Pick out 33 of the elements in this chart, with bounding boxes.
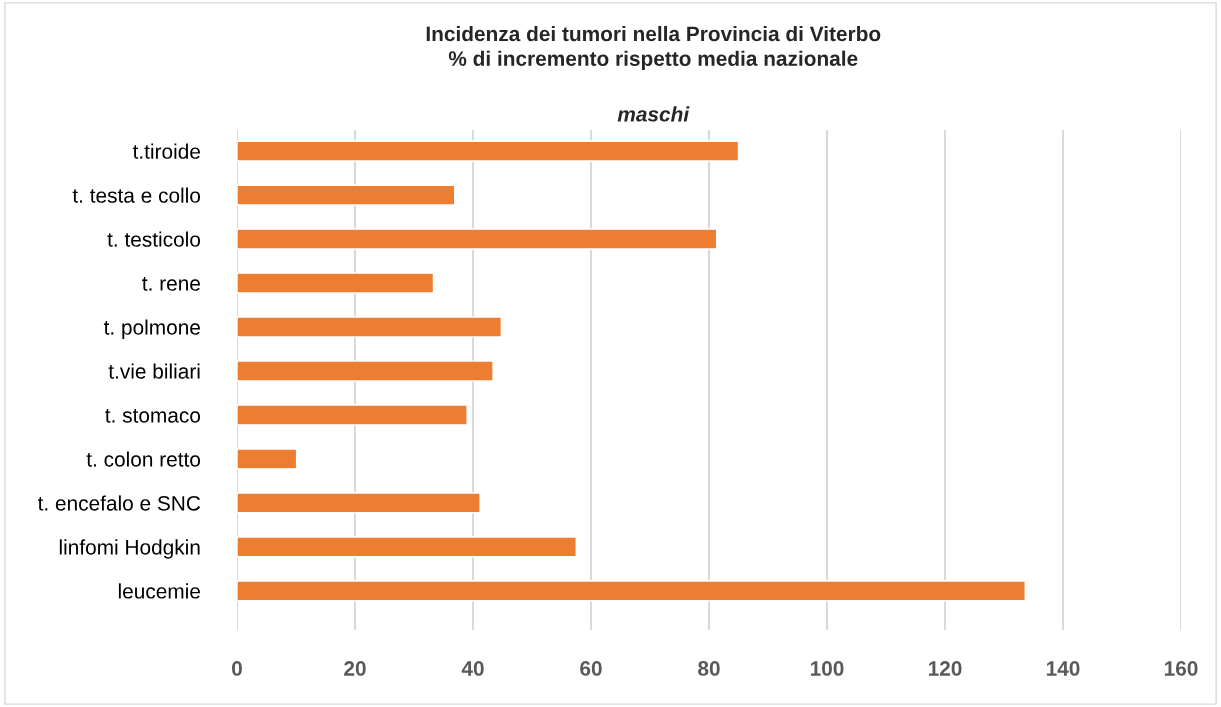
x-tick-label: 120 (928, 661, 962, 676)
y-tick-label: t. colon retto (86, 451, 201, 467)
x-tick-label: 80 (698, 661, 720, 676)
x-tick-label: 20 (344, 661, 366, 676)
y-tick-label: t. encefalo e SNC (37, 495, 201, 511)
y-tick-label: t.vie biliari (108, 363, 200, 379)
x-tick-label: 160 (1164, 661, 1198, 676)
x-tick-label: 40 (461, 661, 484, 676)
y-tick-label: linfomi Hodgkin (59, 539, 200, 559)
bar (237, 316, 503, 338)
y-tick-label: t. rene (142, 277, 200, 291)
y-tick-label: t. testicolo (107, 231, 201, 247)
bar (237, 448, 298, 470)
bar (237, 580, 1026, 602)
bar (237, 492, 481, 514)
chart-title: Incidenza dei tumori nella Provincia di Viterbo % di incremento rispetto media nazionale (426, 25, 881, 71)
y-tick-label: t. polmone (103, 319, 200, 339)
x-tick-label: 0 (232, 661, 242, 676)
bar (237, 272, 435, 294)
y-tick-label: t.tiroide (132, 143, 200, 159)
x-tick-label: 140 (1046, 661, 1080, 676)
bar (237, 140, 740, 162)
bar (237, 184, 456, 206)
bar (237, 228, 718, 250)
y-tick-label: t. testa e collo (72, 187, 201, 203)
x-tick-label: 100 (810, 661, 844, 676)
chart-subtitle: maschi (617, 106, 690, 122)
bar (237, 360, 494, 382)
y-tick-label: leucemie (118, 583, 200, 599)
bar (237, 404, 468, 426)
bar (237, 536, 577, 558)
y-tick-label: t. stomaco (105, 409, 201, 423)
x-tick-label: 60 (580, 661, 602, 676)
